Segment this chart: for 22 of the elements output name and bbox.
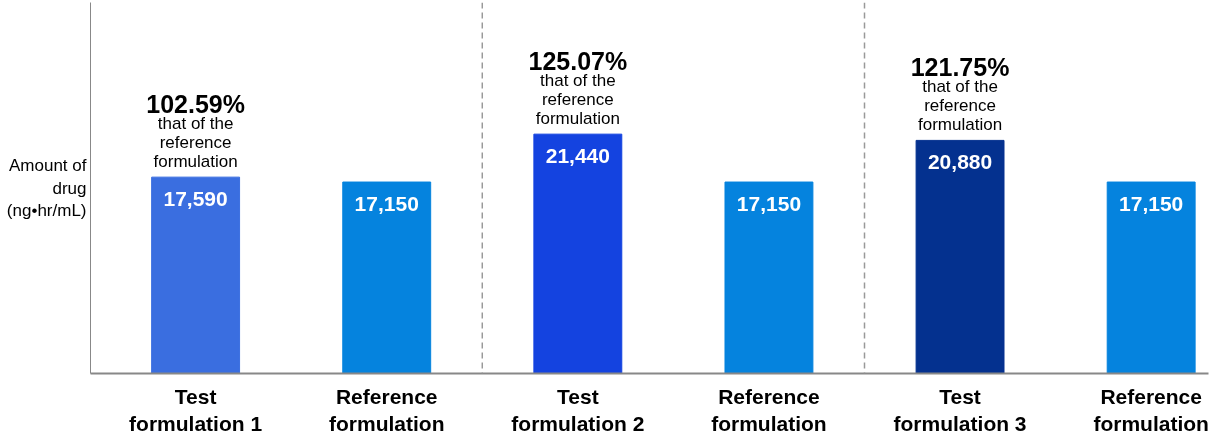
data-label: 17,150: [736, 192, 802, 216]
bar: [342, 181, 432, 374]
bar: [915, 139, 1005, 374]
annotation: that of the reference formulation: [918, 77, 1003, 135]
data-label: 17,150: [1119, 192, 1184, 216]
x-tick-label: Reference formulation: [711, 384, 827, 436]
x-tick-label: Reference formulation: [1093, 384, 1209, 436]
bar: [151, 176, 241, 374]
data-label: 21,440: [545, 144, 610, 168]
bar: [533, 133, 623, 374]
y-axis-title: Amount of drug (ng•hr/mL): [6, 155, 87, 221]
bar: [1106, 181, 1196, 374]
data-label: 20,880: [927, 150, 993, 174]
x-tick-label: Test formulation 3: [893, 384, 1027, 436]
bar: [724, 181, 814, 374]
x-tick-label: Reference formulation: [328, 384, 445, 436]
annotation: that of the reference formulation: [535, 71, 620, 129]
data-label: 17,590: [163, 187, 228, 211]
x-tick-label: Test formulation 1: [129, 384, 263, 436]
data-label: 17,150: [354, 192, 419, 216]
annotation: that of the reference formulation: [153, 114, 238, 172]
x-tick-label: Test formulation 2: [511, 384, 645, 436]
